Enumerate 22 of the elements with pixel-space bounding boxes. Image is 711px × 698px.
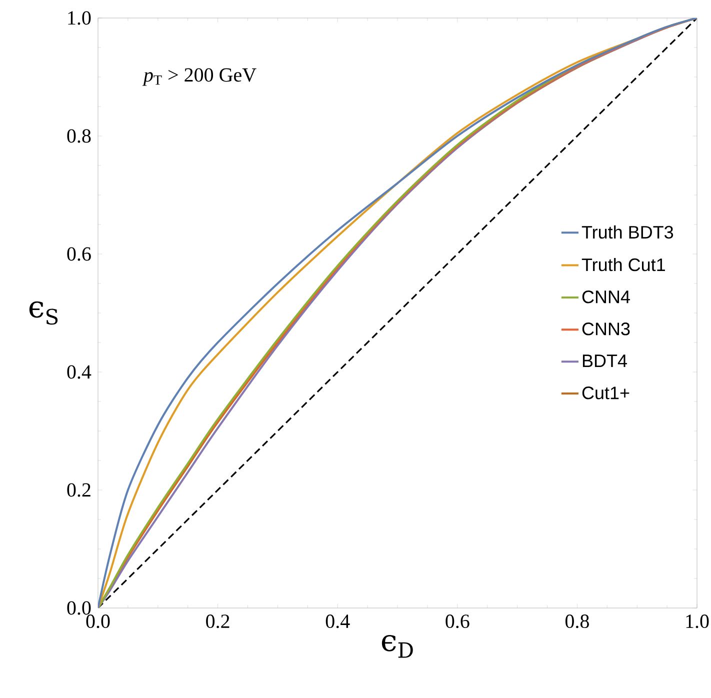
legend-label: BDT4 — [582, 354, 627, 368]
y-tick-label: 0.2 — [67, 483, 90, 497]
x-tick-label: 1.0 — [686, 614, 709, 628]
y-tick-label: 1.0 — [68, 11, 91, 25]
y-tick-label: 0.6 — [67, 247, 91, 261]
y-axis-title: ϵ$_{S}$ — [29, 301, 58, 325]
legend-label: CNN3 — [582, 322, 630, 336]
y-tick-label: 0.8 — [67, 129, 91, 143]
x-tick-label: 0.2 — [206, 614, 230, 628]
x-tick-label: 0.8 — [565, 614, 589, 628]
x-tick-label: 0.4 — [326, 614, 350, 628]
legend-label: Cut1+ — [582, 386, 630, 400]
legend-label: CNN4 — [582, 290, 630, 304]
x-tick-label: 0.6 — [446, 614, 470, 628]
x-tick-label: 0.0 — [86, 614, 110, 628]
y-tick-label: 0.4 — [67, 365, 92, 379]
legend-label: Truth Cut1 — [582, 258, 665, 272]
y-tick-label: 0.0 — [67, 601, 91, 615]
legend-label: Truth BDT3 — [582, 225, 674, 239]
x-axis-title: ϵ$_{D}$ — [382, 634, 413, 658]
annotation: p$_{T}$ > 200 GeV — [142, 68, 256, 86]
line-series — [98, 18, 698, 608]
